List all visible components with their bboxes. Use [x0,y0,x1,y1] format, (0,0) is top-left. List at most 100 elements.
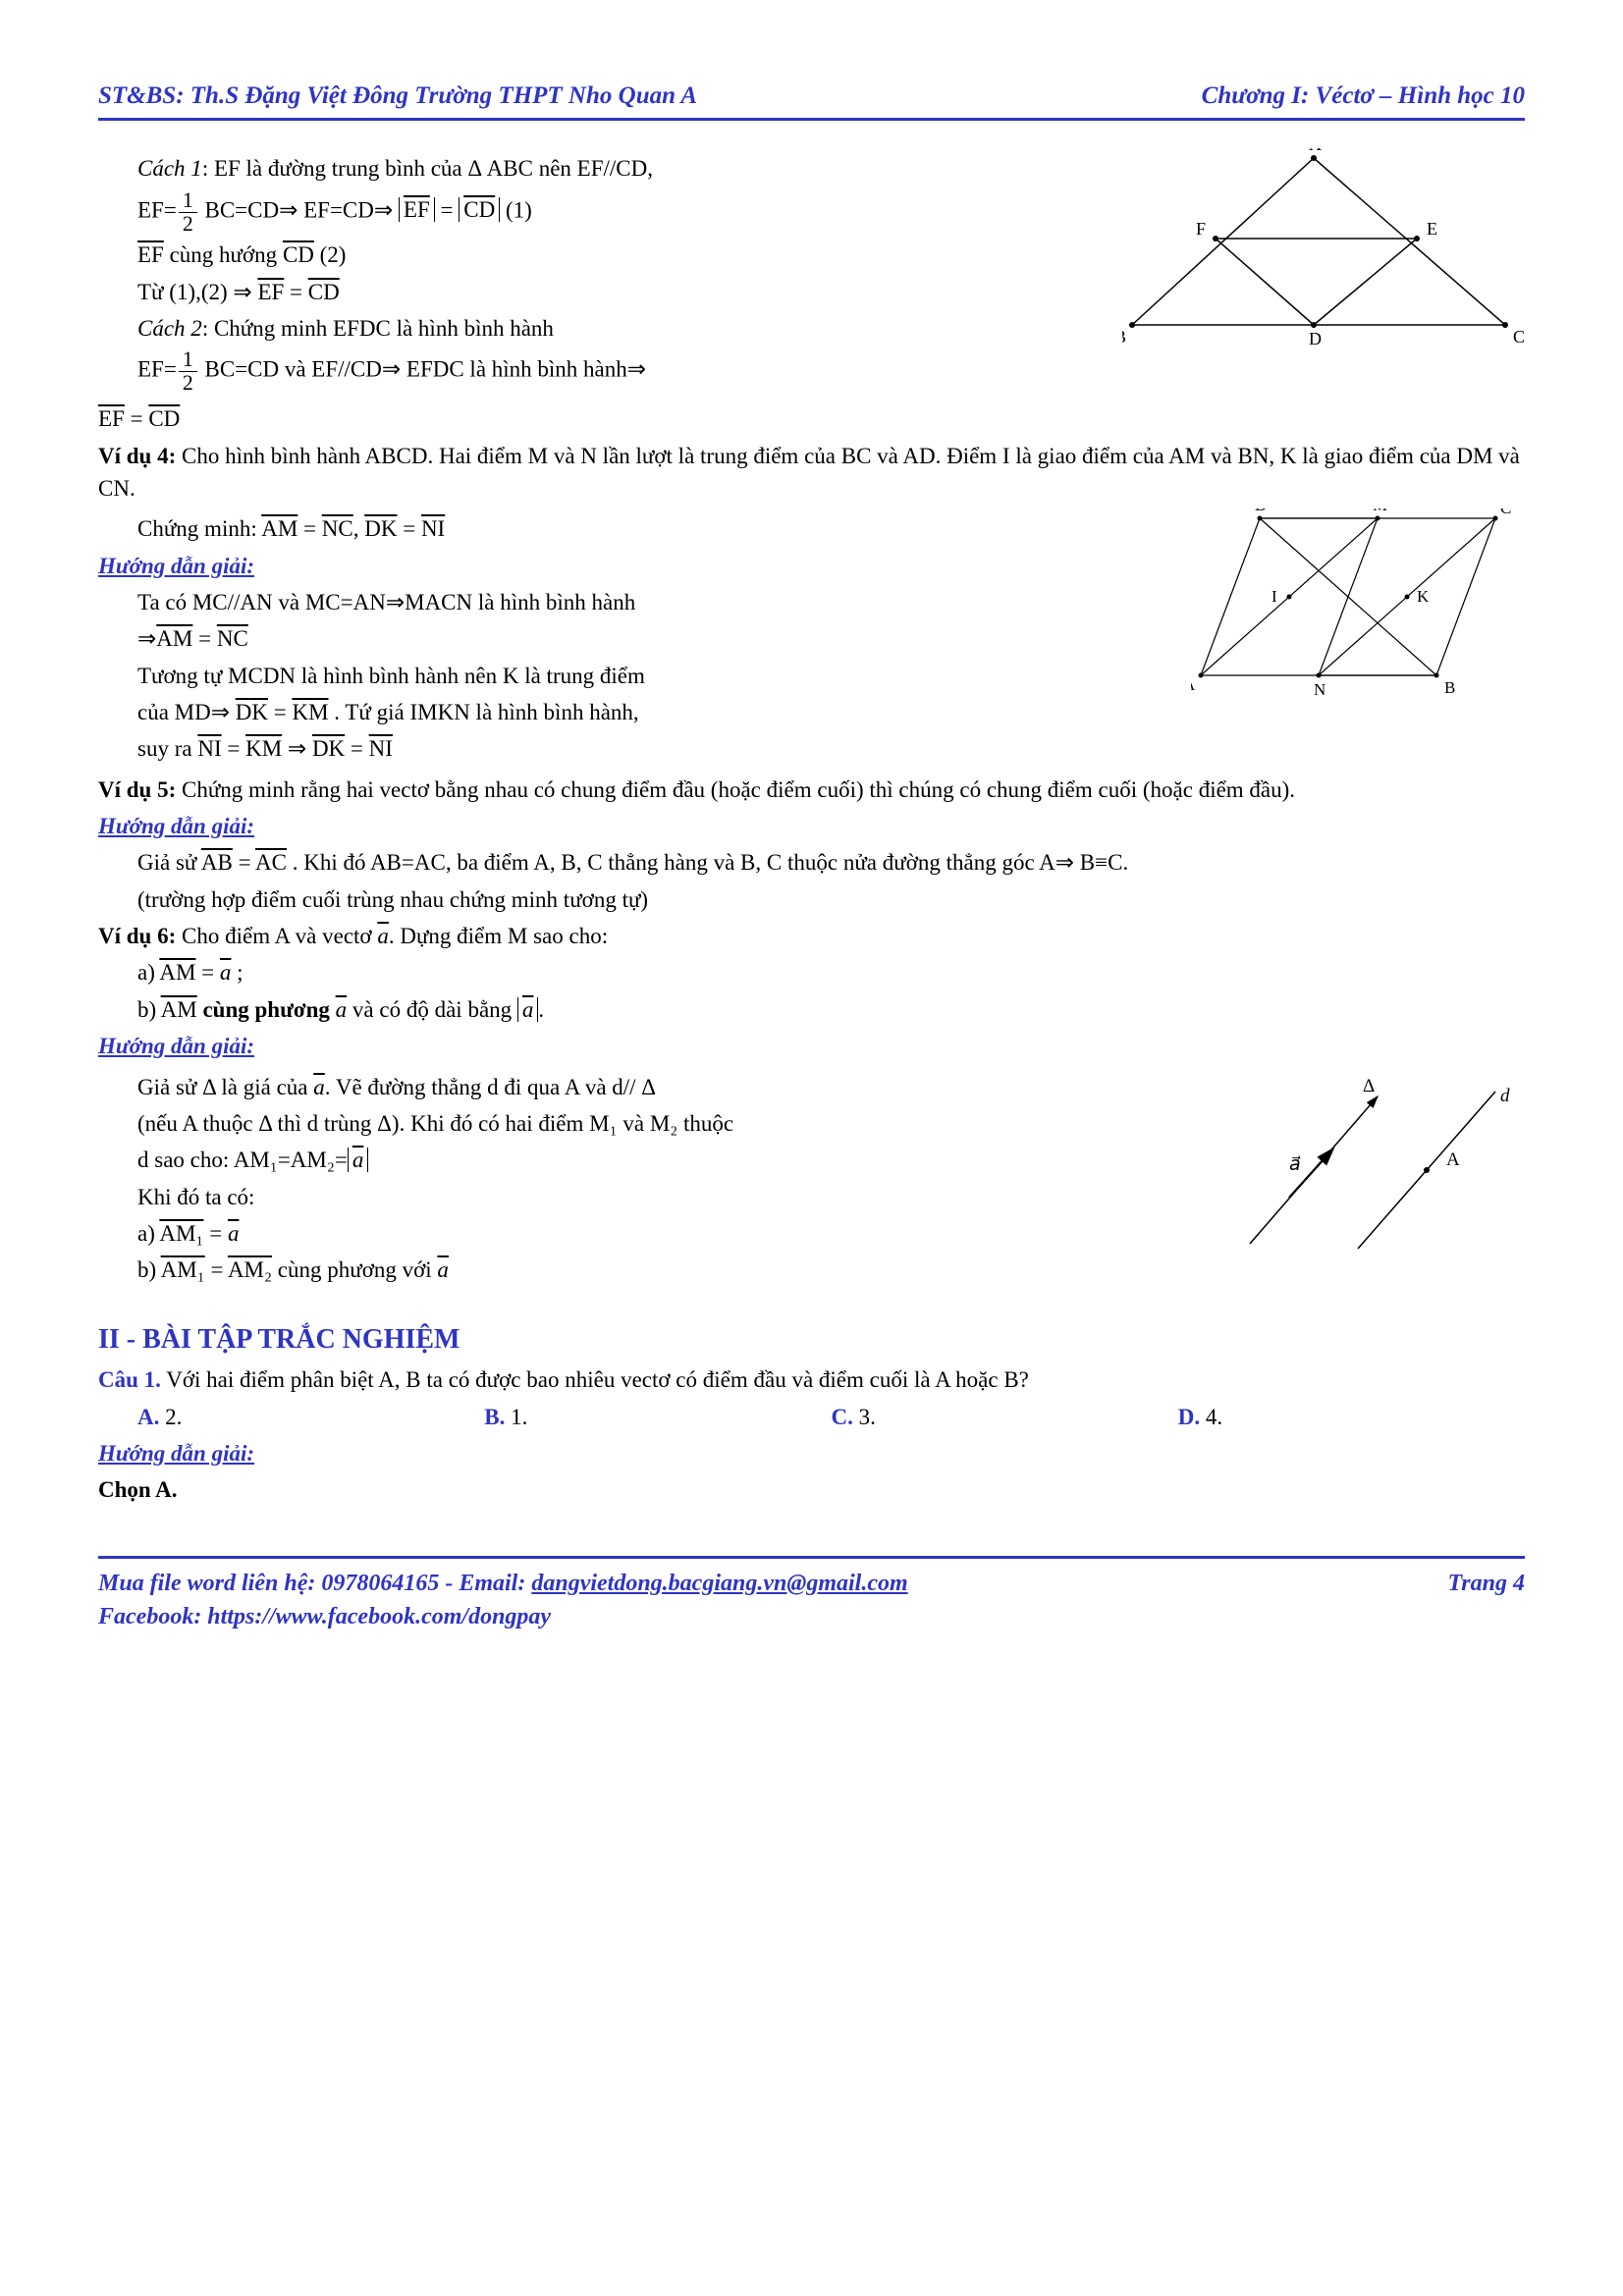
footer-l1-p: Mua file word liên hệ: 0978064165 - Emai… [98,1571,531,1596]
footer-line1: Mua file word liên hệ: 0978064165 - Emai… [98,1567,908,1601]
header-right: Chương I: Véctơ – Hình học 10 [1202,79,1525,114]
vd5-s1: Giả sử AB = AC . Khi đó AB=AC, ba điểm A… [98,846,1525,879]
figure-parallelogram: DMCANBIK [1191,508,1525,695]
vd5-s2: (trường hợp điểm cuối trùng nhau chứng m… [98,883,1525,916]
svg-text:B: B [1122,327,1126,345]
vd6-a-end: ; [231,960,243,985]
vec-a-1: a [377,924,389,948]
vec-am-4: AM [161,997,197,1022]
line2: EF=12 BC=CD⇒ EF=CD⇒ EF = CD (1) [98,189,1093,236]
cach2: Cách 2: Chứng minh EFDC là hình bình hàn… [98,312,1093,345]
figure-triangle: A B C D E F [1122,148,1525,345]
svg-text:D: D [1255,508,1267,514]
svg-text:A: A [1309,148,1322,154]
vd4-s2-p: ⇒ [137,626,156,651]
vec-am1-1: AM₁ [159,1221,203,1246]
vd6-s5b: b) AM₁ = AM₂ cùng phương với a [98,1254,1191,1286]
line7: EF = CD [98,402,1525,435]
footer-left: Mua file word liên hệ: 0978064165 - Emai… [98,1567,908,1635]
vd4-s5: suy ra NI = KM ⇒ DK = NI [98,732,1162,765]
vd4-s4-p: của MD⇒ [137,700,236,724]
solution-hdr-4: Hướng dẫn giải: [98,550,1162,582]
svg-text:D: D [1309,329,1322,345]
vd4-text: Cho hình bình hành ABCD. Hai điểm M và N… [98,444,1520,501]
svg-text:B: B [1444,678,1455,695]
solution-hdr-5: Hướng dẫn giải: [98,810,1525,842]
line3-txt: cùng hướng [164,242,283,267]
vec-ef-3: EF [257,280,284,304]
vd6-b: b) AM cùng phương a và có độ dài bằng a. [98,993,1525,1026]
cach1-label: Cách 1 [137,156,202,181]
den: 2 [179,213,197,236]
svg-text:C: C [1513,327,1525,345]
line4: Từ (1),(2) ⇒ EF = CD [98,276,1093,308]
vec-ef-1: EF [404,197,430,222]
vd5-label: Ví dụ 5: [98,777,176,802]
vd6-s5a-l: a) [137,1221,159,1246]
text-vd6: Giả sử Δ là giá của a. Vẽ đường thẳng d … [98,1067,1191,1291]
vec-a-3: a [336,997,348,1022]
parallelogram-svg: DMCANBIK [1191,508,1525,695]
vec-ni-1: NI [421,516,445,541]
vec-nc-2: NC [217,626,248,651]
line2-eq: BC=CD⇒ EF=CD⇒ [199,197,399,222]
answer-b: B. 1. [484,1401,831,1433]
vec-ef-4: EF [98,406,125,431]
vd5-s1-p: Giả sử [137,850,201,875]
line6-eq: BC=CD và EF//CD⇒ EFDC là hình bình hành⇒ [199,357,646,382]
line2-suffix: (1) [500,197,532,222]
vec-a-8: a [437,1257,449,1282]
vd6-s1: Giả sử Δ là giá của a. Vẽ đường thẳng d … [98,1071,1191,1103]
header-left: ST&BS: Th.S Đặng Việt Đông Trường THPT N… [98,79,697,114]
svg-text:N: N [1314,680,1325,695]
vec-cd-3: CD [308,280,340,304]
svg-text:K: K [1417,587,1430,606]
svg-text:M: M [1373,508,1387,514]
page-footer: Mua file word liên hệ: 0978064165 - Emai… [98,1556,1525,1635]
vd6-s5b-m: cùng phương với [272,1257,437,1282]
vd6-s2: (nếu A thuộc Δ thì d trùng Δ). Khi đó có… [98,1107,1191,1140]
cau1-stmt: Câu 1. Với hai điểm phân biệt A, B ta có… [98,1363,1525,1396]
vd6-a: a) AM = a ; [98,956,1525,988]
svg-text:F: F [1196,219,1206,239]
cau1-label: Câu 1. [98,1367,161,1392]
solution-hdr-6: Hướng dẫn giải: [98,1030,1525,1062]
vec-am2-1: AM₂ [228,1257,272,1282]
page-header: ST&BS: Th.S Đặng Việt Đông Trường THPT N… [98,79,1525,121]
solution-hdr-cau1: Hướng dẫn giải: [98,1437,1525,1469]
vd6-s3: d sao cho: AM₁=AM₂=a [98,1144,1191,1176]
vd6-b-e2: . [538,997,544,1022]
vd5-s1-m: . Khi đó AB=AC, ba điểm A, B, C thẳng hà… [287,850,1128,875]
line6: EF=12 BC=CD và EF//CD⇒ EFDC là hình bình… [98,348,1093,395]
vd6-stmt: Ví dụ 6: Cho điểm A và vectơ a. Dựng điể… [98,920,1525,952]
ans-b-val: 1. [511,1405,527,1429]
vec-a-inner1: a [377,924,389,948]
ans-a-val: 2. [165,1405,182,1429]
vec-km-2: KM [245,736,282,761]
vd4-label: Ví dụ 4: [98,444,176,468]
vec-a-5: a [313,1075,325,1099]
svg-text:E: E [1427,219,1437,239]
vd4-s4-s: . Tứ giá IMKN là hình bình hành, [329,700,639,724]
vd6-s1-p: Giả sử Δ là giá của [137,1075,313,1099]
vd4-prove: Chứng minh: AM = NC, DK = NI [98,512,1162,545]
row-vd4: Chứng minh: AM = NC, DK = NI Hướng dẫn g… [98,508,1525,769]
svg-text:A: A [1191,675,1196,694]
cau1-text: Với hai điểm phân biệt A, B ta có được b… [161,1367,1029,1392]
vd6-s4: Khi đó ta có: [98,1181,1191,1213]
cach2-text: : Chứng minh EFDC là hình bình hành [202,316,554,341]
line6-prefix: EF= [137,357,177,382]
vd5-stmt: Ví dụ 5: Chứng minh rằng hai vectơ bằng … [98,774,1525,806]
vd6-s5b-l: b) [137,1257,161,1282]
ans-c-val: 3. [859,1405,876,1429]
vec-a-7: a [228,1221,240,1246]
abs-a-2: a [348,1148,369,1172]
vd6-s3-p: d sao cho: AM₁=AM₂= [137,1148,348,1172]
num: 1 [179,189,197,213]
cach2-label: Cách 2 [137,316,202,341]
vec-a-2: a [220,960,232,985]
text-cach: Cách 1: EF là đường trung bình của Δ ABC… [98,148,1093,399]
vec-am-2: AM [156,626,192,651]
vec-cd-2: CD [283,242,314,267]
figure-lines: Δda⃗A [1220,1067,1525,1263]
